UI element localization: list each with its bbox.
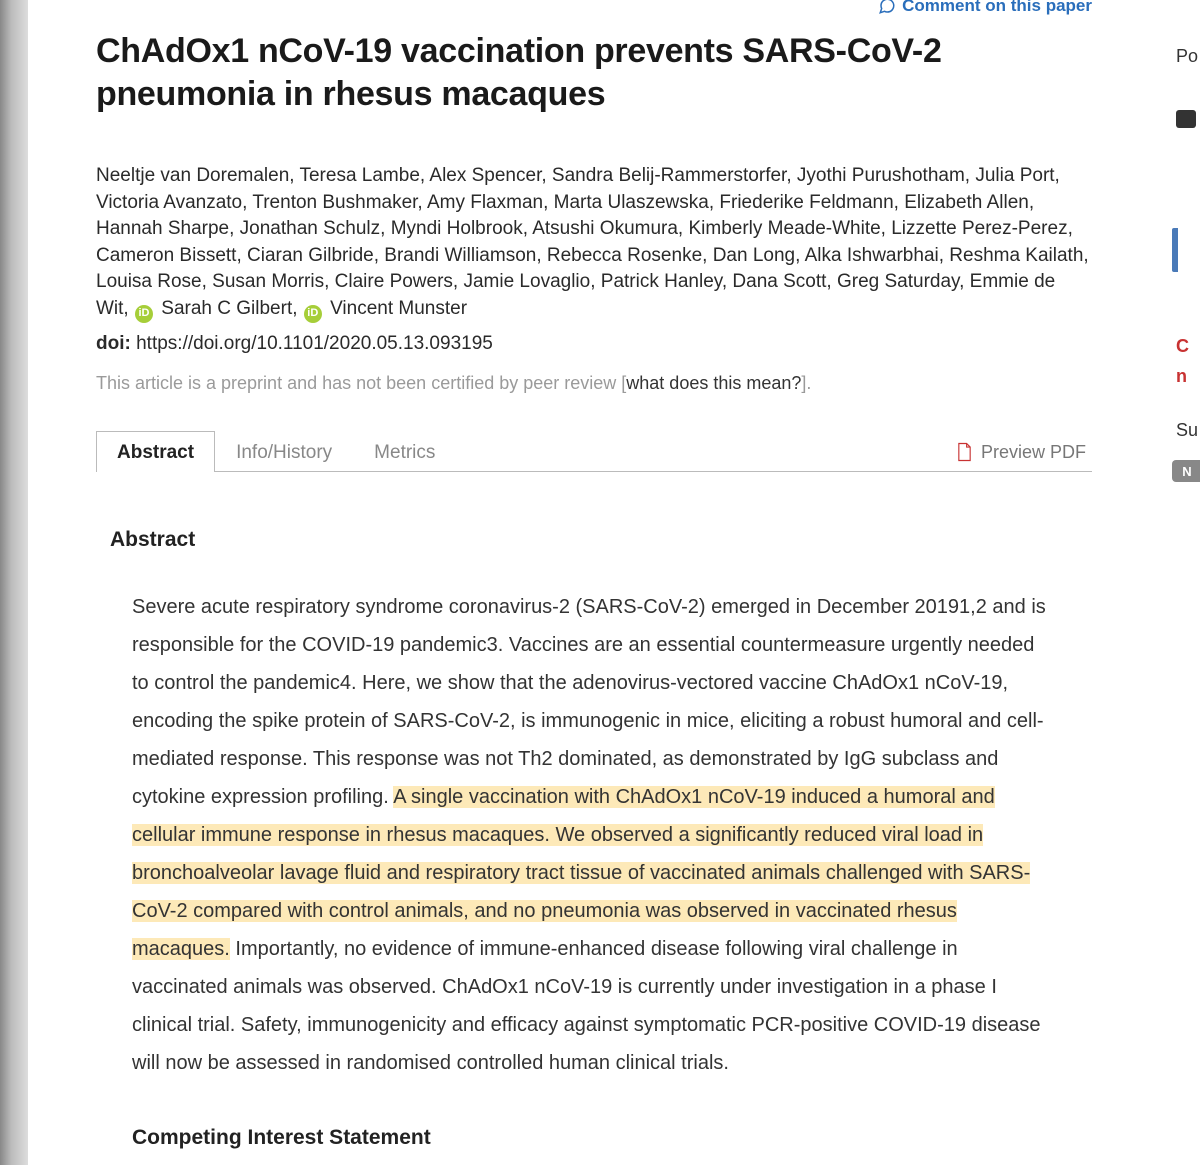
author-gilbert[interactable]: Sarah C Gilbert, [161, 298, 297, 319]
authors-names: Neeltje van Doremalen, Teresa Lambe, Ale… [96, 165, 1089, 319]
comment-link-text: Comment on this paper [902, 0, 1092, 16]
comment-icon [878, 0, 896, 15]
tab-metrics[interactable]: Metrics [353, 431, 456, 472]
page-shadow [0, 0, 28, 1165]
article-title: ChAdOx1 nCoV-19 vaccination prevents SAR… [96, 30, 1172, 115]
preprint-notice: This article is a preprint and has not b… [96, 373, 1172, 394]
comment-on-paper-link[interactable]: Comment on this paper [878, 0, 1092, 16]
sidebar-text-su: Su [1176, 420, 1198, 441]
article-tabs: Abstract Info/History Metrics Preview PD… [96, 430, 1092, 472]
orcid-icon[interactable]: iD [135, 305, 153, 323]
competing-interest-heading: Competing Interest Statement [132, 1126, 1172, 1150]
sidebar-dark-box[interactable] [1176, 110, 1196, 128]
pdf-icon [956, 442, 973, 462]
abstract-heading: Abstract [110, 528, 1172, 552]
abstract-p2: Importantly, no evidence of immune-enhan… [132, 938, 1041, 1074]
doi-url[interactable]: https://doi.org/10.1101/2020.05.13.09319… [136, 333, 493, 354]
abstract-highlight: A single vaccination with ChAdOx1 nCoV-1… [132, 786, 1030, 960]
author-munster[interactable]: Vincent Munster [330, 298, 467, 319]
what-does-this-mean-link[interactable]: what does this mean? [626, 373, 801, 393]
article-content: Comment on this paper ChAdOx1 nCoV-19 va… [28, 0, 1172, 1165]
tab-info-history[interactable]: Info/History [215, 431, 353, 472]
orcid-icon[interactable]: iD [304, 305, 322, 323]
doi-line: doi: https://doi.org/10.1101/2020.05.13.… [96, 333, 1172, 355]
right-sidebar-sliver: Po C n Su N [1172, 0, 1200, 1165]
authors-list: Neeltje van Doremalen, Teresa Lambe, Ale… [96, 163, 1172, 323]
sidebar-gray-pill[interactable]: N [1172, 460, 1200, 482]
abstract-p1: Severe acute respiratory syndrome corona… [132, 596, 1046, 808]
sidebar-red-c: C [1176, 336, 1189, 357]
sidebar-red-n: n [1176, 366, 1187, 387]
preview-pdf-label: Preview PDF [981, 442, 1086, 463]
preview-pdf-button[interactable]: Preview PDF [950, 432, 1092, 471]
sidebar-blue-bar[interactable] [1172, 228, 1178, 272]
sidebar-text-po: Po [1176, 46, 1198, 67]
doi-label: doi: [96, 333, 131, 354]
tab-abstract[interactable]: Abstract [96, 431, 215, 472]
abstract-text: Severe acute respiratory syndrome corona… [132, 588, 1172, 1082]
